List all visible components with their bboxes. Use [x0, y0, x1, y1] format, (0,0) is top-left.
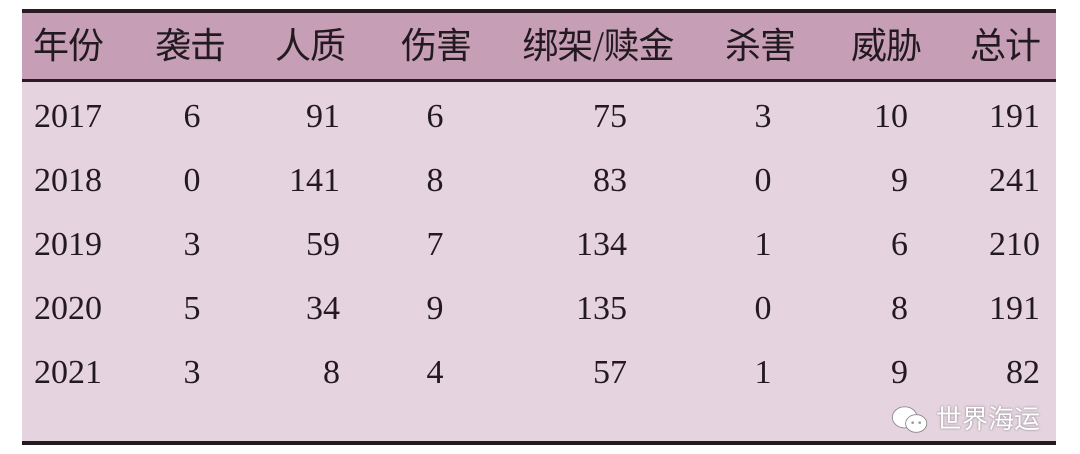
table-cell: 83 [593, 162, 627, 199]
table-cell: 241 [989, 162, 1040, 199]
table-cell: 3 [183, 226, 201, 263]
bottom-rule [22, 441, 1056, 445]
column-header: 绑架/赎金 [522, 26, 674, 67]
table-cell: 7 [426, 226, 444, 263]
table-cell: 9 [891, 162, 908, 199]
column-header: 袭击 [154, 26, 226, 67]
watermark: 世界海运 [890, 404, 1040, 436]
column-header: 年份 [32, 26, 104, 67]
column-header: 总计 [969, 26, 1041, 67]
column-header: 伤害 [400, 26, 472, 67]
column-header: 人质 [274, 26, 346, 67]
watermark-text: 世界海运 [935, 405, 1040, 435]
table-cell: 191 [989, 290, 1040, 327]
top-rule [22, 9, 1056, 13]
table-cell: 3 [183, 354, 201, 391]
table-row: 2020 5 34 9 135 0 8 191 [22, 278, 1056, 342]
table-cell: 2020 [34, 290, 102, 327]
table-cell: 0 [754, 290, 772, 327]
table-body: 2017 6 91 6 75 3 10 191 2018 0 141 8 83 0 9 241 2019 3 59 7… [22, 82, 1056, 441]
table-cell: 75 [593, 98, 627, 135]
table-cell: 1 [754, 226, 772, 263]
table-row: 2018 0 141 8 83 0 9 241 [22, 150, 1056, 214]
table-header: 年份 袭击 人质 伤害 绑架/赎金 杀害 威胁 总计 [22, 13, 1056, 79]
table-cell: 34 [306, 290, 340, 327]
table-cell: 6 [426, 98, 444, 135]
table-cell: 10 [874, 98, 908, 135]
table-cell: 4 [426, 354, 444, 391]
table-cell: 6 [891, 226, 908, 263]
table-cell: 2021 [34, 354, 102, 391]
table-cell: 210 [989, 226, 1040, 263]
table-row: 2017 6 91 6 75 3 10 191 [22, 86, 1056, 150]
table-cell: 3 [754, 98, 772, 135]
table-cell: 2019 [34, 226, 102, 263]
table-row: 2019 3 59 7 134 1 6 210 [22, 214, 1056, 278]
table-cell: 9 [426, 290, 444, 327]
table-cell: 2017 [34, 98, 102, 135]
column-header: 杀害 [724, 26, 796, 67]
header-rule [22, 79, 1056, 82]
table-cell: 0 [754, 162, 772, 199]
table-row: 2021 3 8 4 57 1 9 82 [22, 342, 1056, 406]
wechat-icon [890, 405, 930, 435]
table-cell: 8 [891, 290, 908, 327]
table-cell: 0 [183, 162, 201, 199]
table-cell: 91 [306, 98, 340, 135]
table-cell: 1 [754, 354, 772, 391]
table-cell: 59 [306, 226, 340, 263]
table-cell: 135 [576, 290, 627, 327]
table-cell: 134 [576, 226, 627, 263]
table-cell: 8 [426, 162, 444, 199]
table-cell: 8 [323, 354, 340, 391]
column-header: 威胁 [850, 26, 922, 67]
table-cell: 191 [989, 98, 1040, 135]
table-cell: 141 [289, 162, 340, 199]
data-table: 年份 袭击 人质 伤害 绑架/赎金 杀害 威胁 总计 2017 6 91 6 75 3 10 191 2018… [22, 9, 1056, 445]
table-cell: 57 [593, 354, 627, 391]
table-cell: 2018 [34, 162, 102, 199]
table-cell: 9 [891, 354, 908, 391]
table-cell: 82 [1006, 354, 1040, 391]
table-cell: 6 [183, 98, 201, 135]
table-cell: 5 [183, 290, 201, 327]
